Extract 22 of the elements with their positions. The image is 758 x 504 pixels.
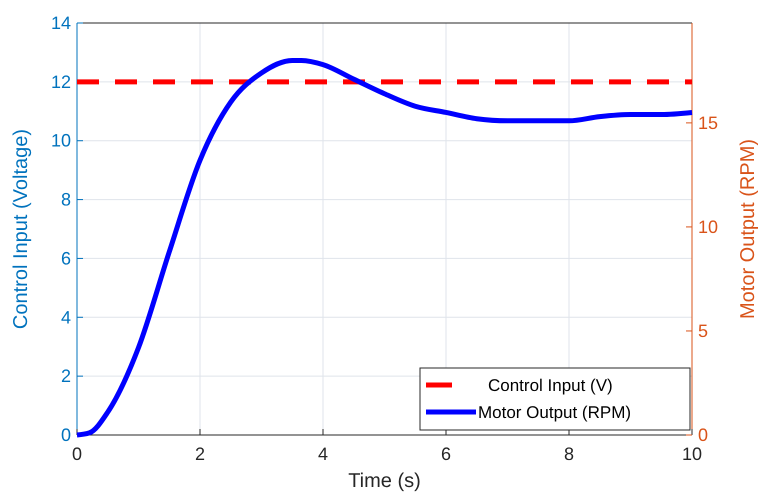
x-tick-label: 8 [564, 444, 574, 464]
y-tick-label: 6 [60, 248, 71, 268]
x-tick-label: 2 [194, 444, 206, 464]
x-tick-label: 6 [440, 444, 452, 464]
y2-tick-label: 0 [698, 425, 708, 445]
y-tick-label: 4 [60, 307, 71, 328]
y2-axis-title: Motor Output (RPM) [737, 138, 758, 320]
y-tick-label: 10 [50, 130, 71, 151]
y-axis-title: Control Input (Voltage) [10, 128, 32, 330]
y-tick-label: 8 [60, 190, 71, 210]
x-tick-label: 4 [318, 444, 328, 464]
legend-label: Motor Output (RPM) [478, 403, 632, 422]
y-tick-label: 14 [50, 13, 71, 33]
y-tick-label: 12 [50, 72, 71, 92]
y2-tick-label: 10 [698, 216, 718, 237]
y2-tick-label: 15 [698, 112, 718, 133]
legend-label: Control Input (V) [488, 376, 613, 395]
x-tick-label: 10 [682, 444, 702, 464]
y-tick-label: 2 [60, 366, 71, 386]
x-axis-title: Time (s) [348, 470, 421, 492]
y-tick-label: 0 [60, 425, 71, 445]
y2-tick-label: 5 [698, 320, 708, 341]
